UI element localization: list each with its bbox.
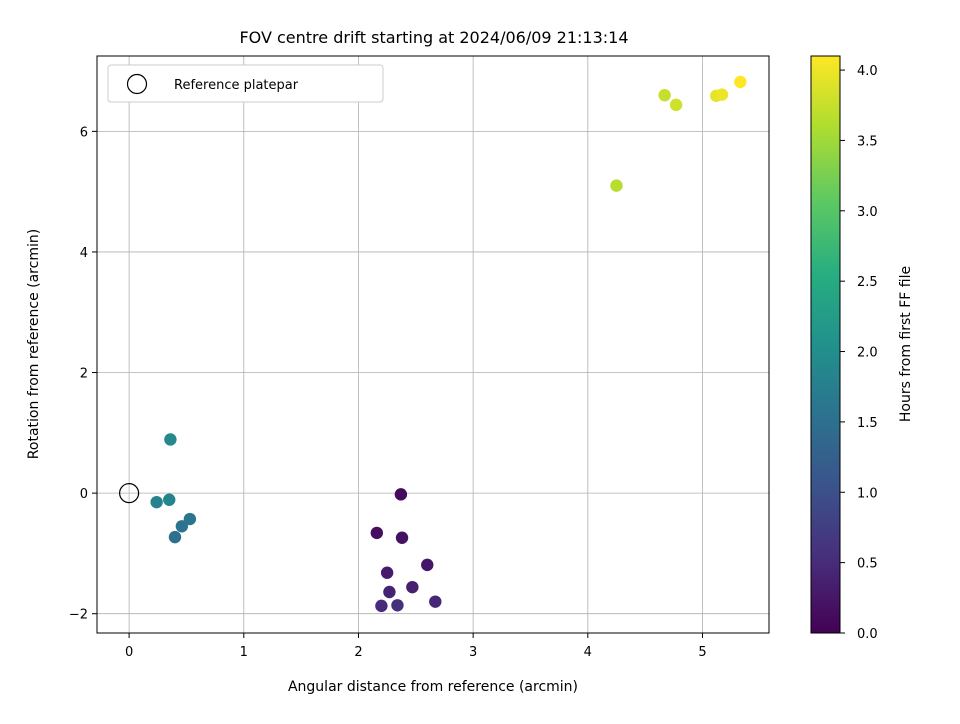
data-point bbox=[163, 493, 176, 506]
data-point bbox=[610, 179, 623, 192]
x-tick-label: 2 bbox=[354, 645, 362, 660]
data-point bbox=[394, 488, 408, 501]
colorbar-tick-label: 2.0 bbox=[857, 346, 878, 361]
y-tick-label: −2 bbox=[69, 608, 88, 623]
colorbar-tick-label: 0.5 bbox=[857, 557, 878, 572]
axis-ticks: 0 1 2 3 4 5 −2 0 2 4 6 bbox=[69, 125, 707, 660]
x-tick-label: 5 bbox=[698, 645, 706, 660]
data-point bbox=[380, 566, 394, 579]
data-point bbox=[734, 75, 747, 89]
colorbar-ticks: 0.0 0.5 1.0 1.5 2.0 2.5 3.0 3.5 4.0 bbox=[840, 64, 878, 642]
y-tick-label: 4 bbox=[80, 246, 88, 261]
y-tick-label: 0 bbox=[80, 487, 88, 502]
x-tick-label: 0 bbox=[125, 645, 133, 660]
data-point bbox=[375, 599, 388, 613]
data-point bbox=[429, 595, 442, 608]
colorbar-tick-label: 3.0 bbox=[857, 205, 878, 220]
reference-platepar-marker bbox=[119, 483, 140, 504]
x-tick-label: 3 bbox=[469, 645, 477, 660]
data-point bbox=[150, 495, 163, 509]
y-axis-label: Rotation from reference (arcmin) bbox=[26, 229, 42, 459]
legend-marker-reference bbox=[126, 73, 148, 95]
data-point bbox=[370, 526, 384, 540]
data-point bbox=[406, 580, 419, 594]
colorbar-tick-label: 3.5 bbox=[857, 134, 878, 149]
y-tick-label: 2 bbox=[80, 367, 88, 382]
data-point bbox=[168, 530, 182, 544]
colorbar-tick-label: 4.0 bbox=[857, 64, 878, 79]
legend: Reference platepar bbox=[107, 64, 384, 103]
colorbar-tick-label: 2.5 bbox=[857, 275, 878, 290]
data-point bbox=[658, 88, 671, 102]
colorbar-gradient bbox=[810, 55, 841, 634]
data-point bbox=[383, 585, 396, 599]
data-point bbox=[669, 98, 683, 112]
data-point bbox=[164, 433, 177, 446]
legend-box bbox=[107, 64, 384, 103]
colorbar: 0.0 0.5 1.0 1.5 2.0 2.5 3.0 3.5 4.0 Hours from f… bbox=[810, 55, 914, 642]
data-point bbox=[175, 520, 189, 533]
colorbar-tick-label: 1.0 bbox=[857, 486, 878, 501]
data-point bbox=[391, 599, 404, 612]
colorbar-tick-label: 1.5 bbox=[857, 416, 878, 431]
data-point bbox=[183, 512, 197, 526]
data-point bbox=[395, 531, 409, 544]
data-points bbox=[119, 75, 747, 613]
x-axis-label: Angular distance from reference (arcmin) bbox=[288, 679, 578, 695]
colorbar-label: Hours from first FF file bbox=[898, 266, 914, 422]
data-point bbox=[715, 88, 729, 101]
data-point bbox=[421, 558, 434, 572]
chart-title: FOV centre drift starting at 2024/06/09 … bbox=[239, 28, 628, 47]
legend-entry-reference-platepar: Reference platepar bbox=[174, 78, 299, 93]
plot-frame bbox=[96, 55, 770, 634]
colorbar-tick-label: 0.0 bbox=[857, 627, 878, 642]
x-tick-label: 4 bbox=[584, 645, 592, 660]
grid bbox=[97, 56, 769, 633]
x-tick-label: 1 bbox=[240, 645, 248, 660]
y-tick-label: 6 bbox=[80, 125, 88, 140]
